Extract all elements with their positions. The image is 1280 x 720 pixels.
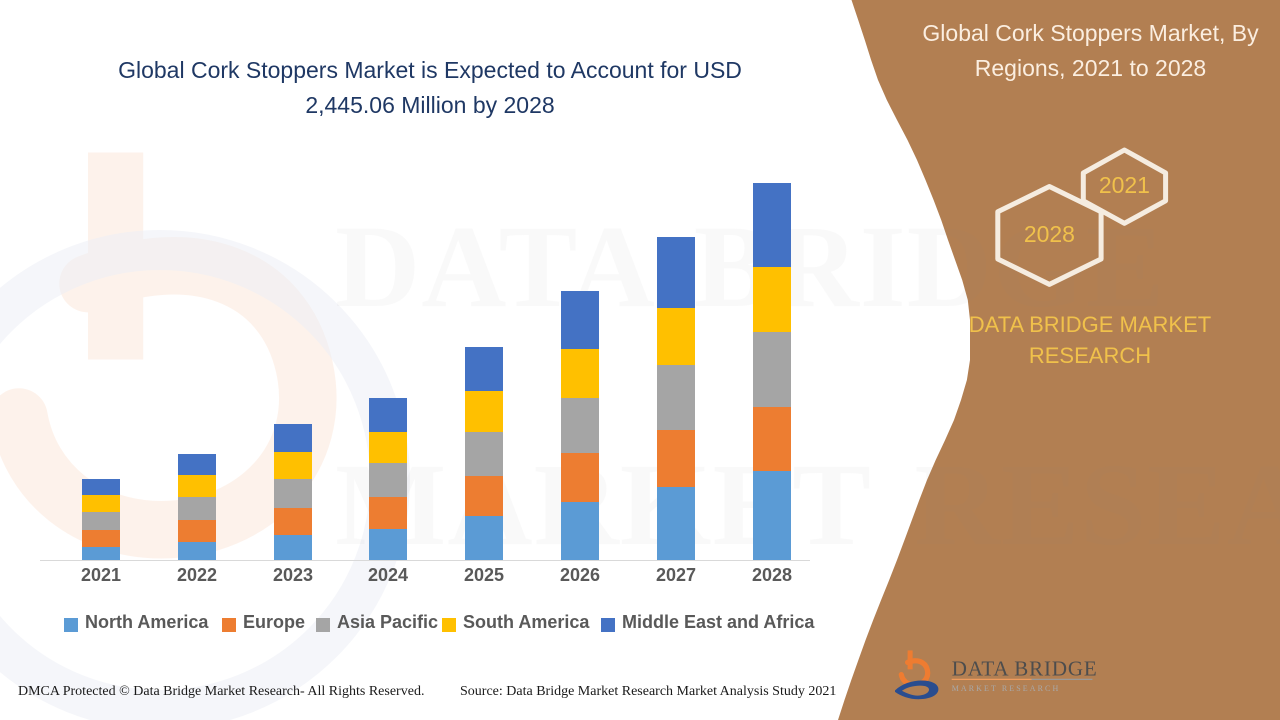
svg-text:MARKET RESEARCH: MARKET RESEARCH bbox=[952, 684, 1061, 693]
svg-text:2028: 2028 bbox=[1024, 221, 1075, 247]
svg-text:DATA BRIDGE: DATA BRIDGE bbox=[952, 657, 1098, 681]
svg-text:2021: 2021 bbox=[1099, 172, 1150, 198]
